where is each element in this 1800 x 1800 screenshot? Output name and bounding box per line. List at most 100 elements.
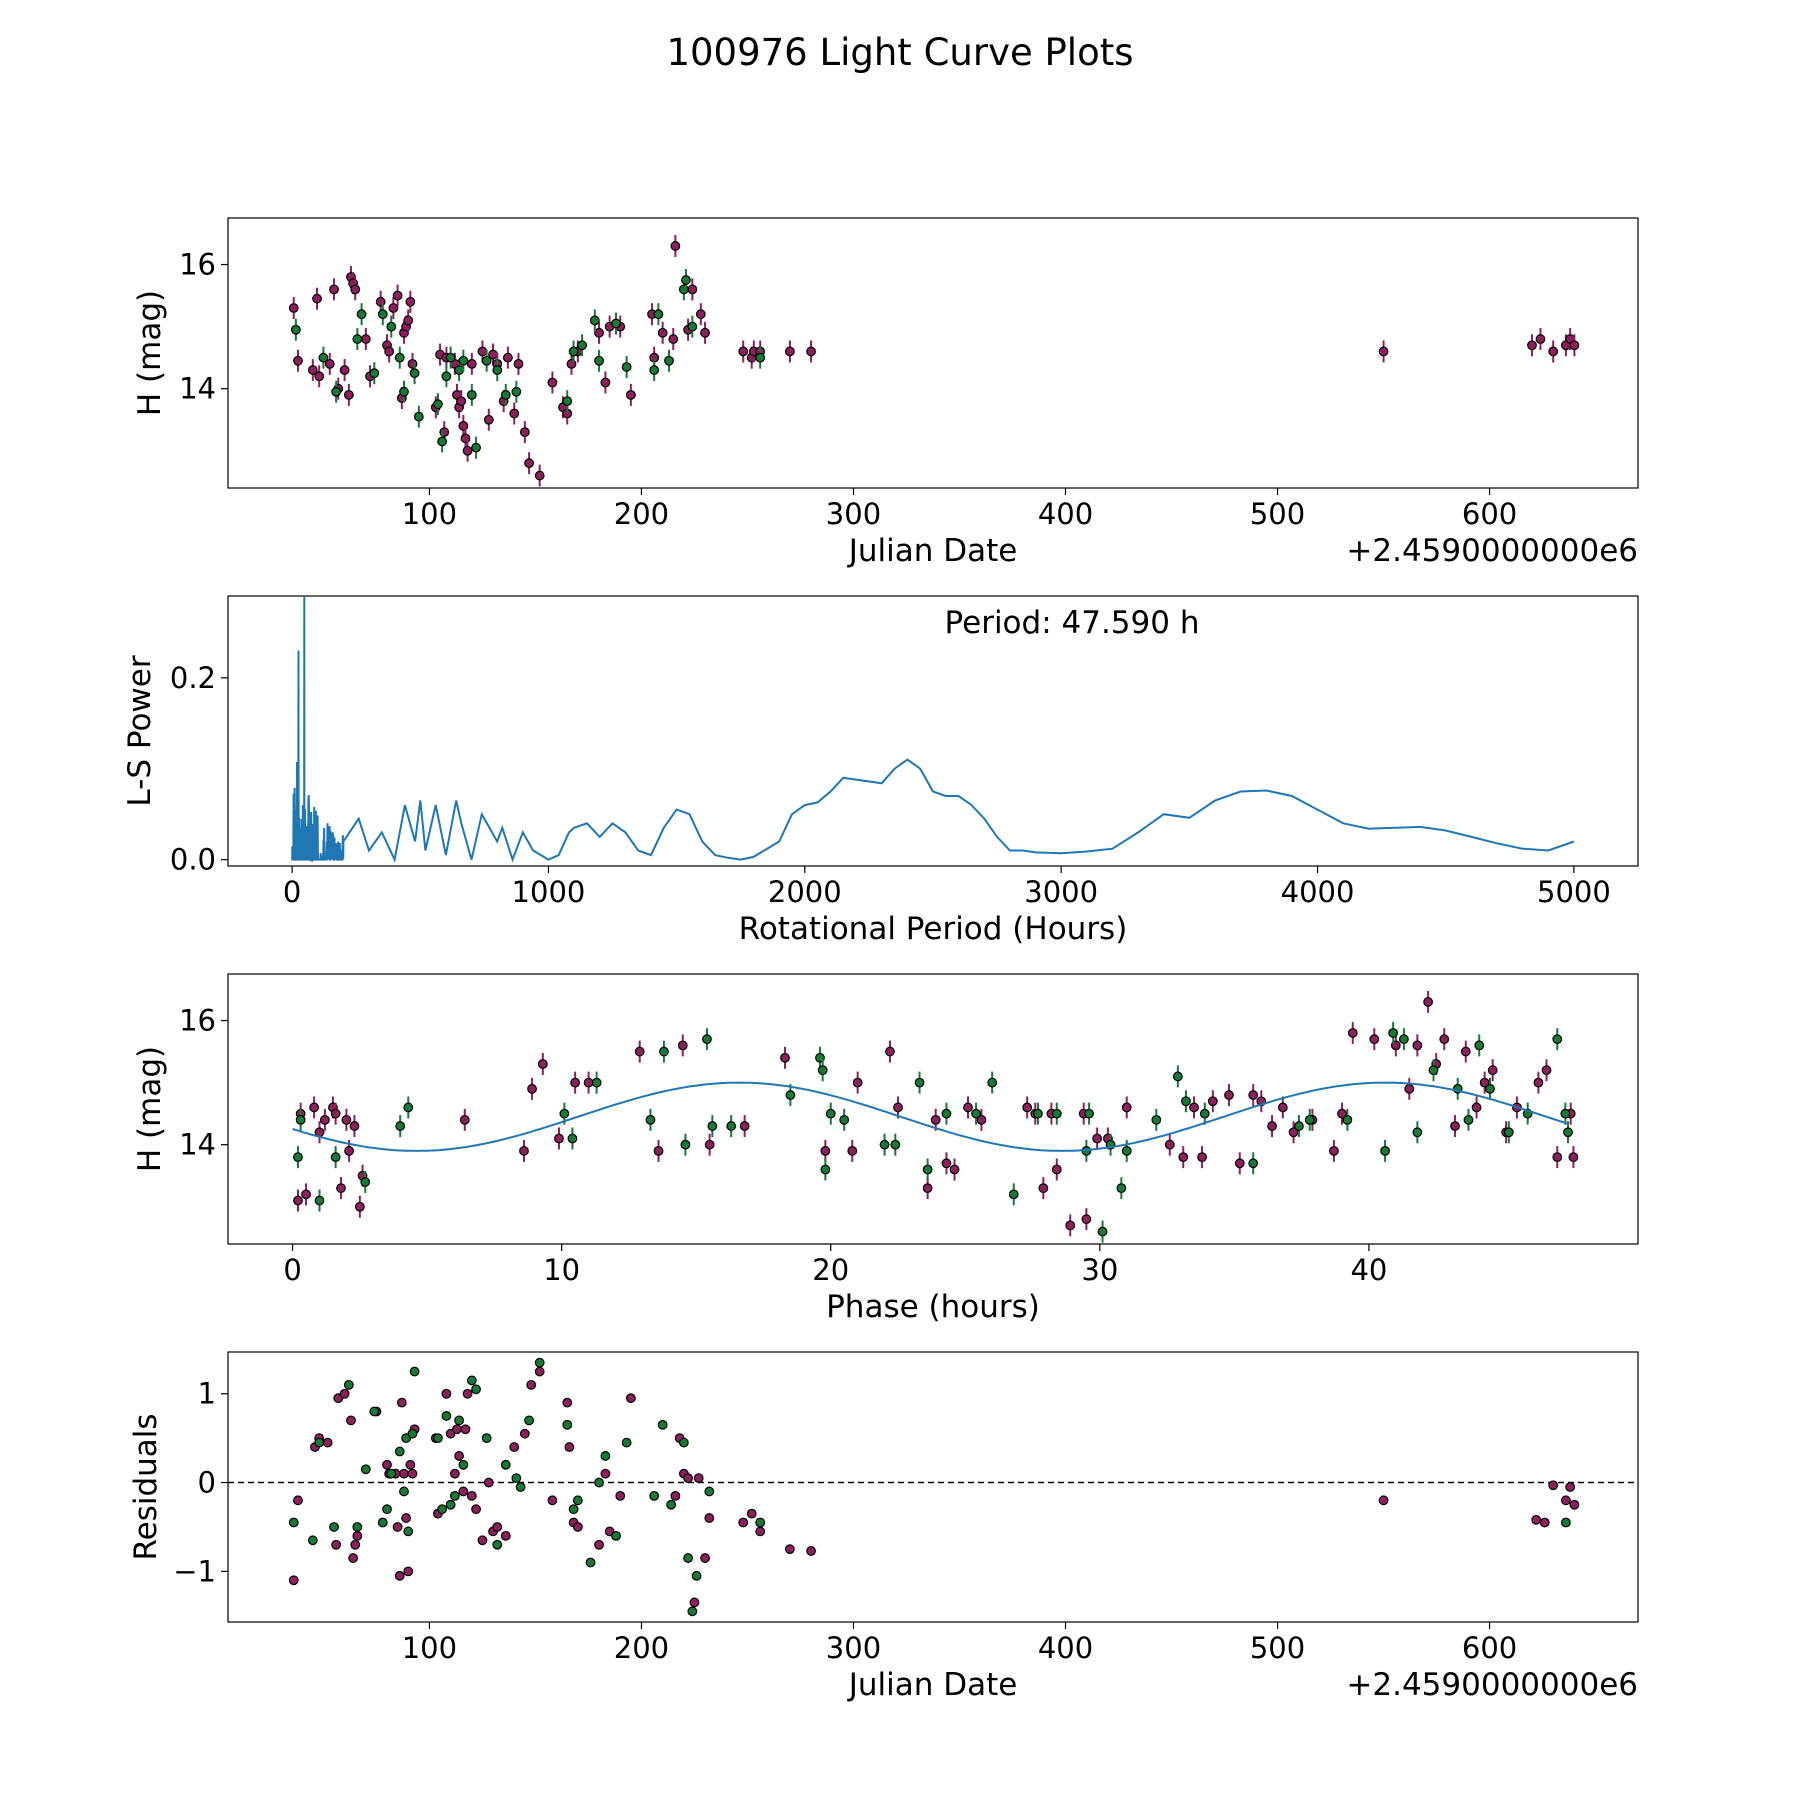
magenta-data-point	[693, 1473, 704, 1484]
magenta-data-point	[329, 284, 339, 295]
magenta-data-point	[1479, 1077, 1490, 1088]
magenta-data-point	[341, 1114, 352, 1125]
magenta-data-point	[509, 1442, 520, 1452]
green-data-point	[386, 1468, 397, 1479]
magenta-data-point	[1164, 1139, 1175, 1150]
magenta-data-point	[483, 414, 494, 425]
magenta-data-point	[382, 1459, 392, 1470]
green-data-point	[492, 1539, 503, 1550]
magenta-data-point	[949, 1164, 960, 1175]
magenta-data-point	[784, 346, 795, 357]
magenta-data-point	[653, 1145, 664, 1156]
green-data-point	[445, 352, 456, 363]
magenta-data-point	[346, 1415, 356, 1426]
green-data-point	[755, 1517, 766, 1528]
green-data-point	[971, 1108, 981, 1119]
green-data-point	[666, 1499, 677, 1510]
green-data-point	[454, 1415, 465, 1426]
magenta-data-point	[492, 1522, 503, 1532]
green-data-point	[295, 1114, 306, 1125]
green-data-point	[288, 1517, 299, 1528]
light-curve-offset-label: +2.4590000000e6	[1346, 533, 1638, 569]
magenta-data-point	[738, 346, 749, 357]
magenta-data-point	[1527, 340, 1537, 351]
magenta-data-point	[293, 1195, 303, 1206]
magenta-data-point	[738, 1517, 749, 1528]
green-data-point	[1116, 1183, 1127, 1194]
magenta-data-point	[668, 334, 679, 344]
magenta-data-point	[309, 1102, 320, 1113]
magenta-data-point	[441, 1388, 452, 1399]
magenta-data-point	[564, 1442, 575, 1452]
magenta-data-point	[1412, 1040, 1423, 1051]
x-tick-label: 40	[1350, 1253, 1387, 1287]
green-data-point	[409, 1366, 420, 1377]
magenta-data-point	[324, 358, 335, 369]
model-fit-line	[292, 1081, 1569, 1152]
green-data-point	[1388, 1028, 1399, 1038]
green-data-point	[481, 355, 492, 366]
magenta-data-point	[554, 1133, 564, 1144]
green-data-point	[290, 324, 301, 335]
magenta-data-point	[1022, 1102, 1033, 1113]
green-data-point	[441, 371, 452, 382]
magenta-data-point	[1189, 1102, 1199, 1113]
magenta-data-point	[392, 1522, 403, 1532]
magenta-data-point	[1337, 1108, 1347, 1119]
magenta-data-point	[526, 1379, 537, 1390]
green-data-point	[314, 1195, 325, 1206]
green-data-point	[680, 1139, 691, 1150]
green-data-point	[681, 275, 691, 285]
magenta-data-point	[301, 1189, 311, 1200]
magenta-data-point	[1565, 1482, 1576, 1492]
magenta-data-point	[336, 1183, 346, 1194]
green-data-point	[1084, 1108, 1094, 1119]
magenta-data-point	[288, 1575, 299, 1586]
magenta-data-point	[1378, 346, 1389, 357]
magenta-data-point	[1569, 1499, 1580, 1510]
green-data-point	[572, 1495, 583, 1506]
x-tick-label: 30	[1081, 1253, 1118, 1287]
magenta-data-point	[780, 1052, 790, 1063]
green-data-point	[591, 1077, 602, 1088]
magenta-data-point	[1288, 1127, 1299, 1138]
light-curve-ylabel: H (mag)	[132, 290, 168, 416]
magenta-data-point	[1471, 1102, 1482, 1113]
green-data-point	[329, 1522, 339, 1532]
x-tick-label: 2000	[768, 875, 842, 909]
green-data-point	[1181, 1096, 1191, 1107]
magenta-data-point	[547, 377, 558, 388]
magenta-data-point	[1347, 1028, 1358, 1038]
green-data-point	[403, 1102, 414, 1113]
magenta-data-point	[1224, 1090, 1234, 1100]
green-data-point	[343, 1379, 354, 1390]
green-data-point	[702, 1034, 712, 1045]
magenta-data-point	[330, 1108, 341, 1119]
magenta-data-point	[384, 346, 395, 357]
green-data-point	[369, 368, 380, 379]
magenta-data-point	[1568, 1152, 1579, 1163]
magenta-data-point	[570, 1077, 581, 1088]
green-data-point	[466, 1375, 477, 1386]
green-data-point	[1121, 1145, 1132, 1156]
green-data-point	[600, 1451, 611, 1461]
magenta-data-point	[1533, 1077, 1544, 1088]
green-data-point	[1342, 1114, 1353, 1125]
magenta-data-point	[462, 1388, 473, 1399]
periodogram-line	[291, 595, 1575, 863]
green-data-point	[1097, 1226, 1108, 1237]
green-data-point	[562, 396, 573, 407]
residuals-ylabel: Residuals	[128, 1413, 164, 1560]
green-data-point	[1380, 1145, 1390, 1156]
magenta-data-point	[976, 1114, 987, 1125]
magenta-data-point	[343, 389, 354, 400]
x-tick-label: 1000	[512, 875, 586, 909]
green-data-point	[659, 1046, 669, 1057]
magenta-data-point	[293, 1495, 303, 1506]
x-tick-label: 20	[812, 1253, 849, 1287]
green-data-point	[664, 355, 674, 366]
period-annotation: Period: 47.590 h	[945, 605, 1200, 641]
magenta-data-point	[1065, 1220, 1076, 1231]
magenta-data-point	[1178, 1152, 1189, 1163]
green-data-point	[1398, 1034, 1409, 1045]
